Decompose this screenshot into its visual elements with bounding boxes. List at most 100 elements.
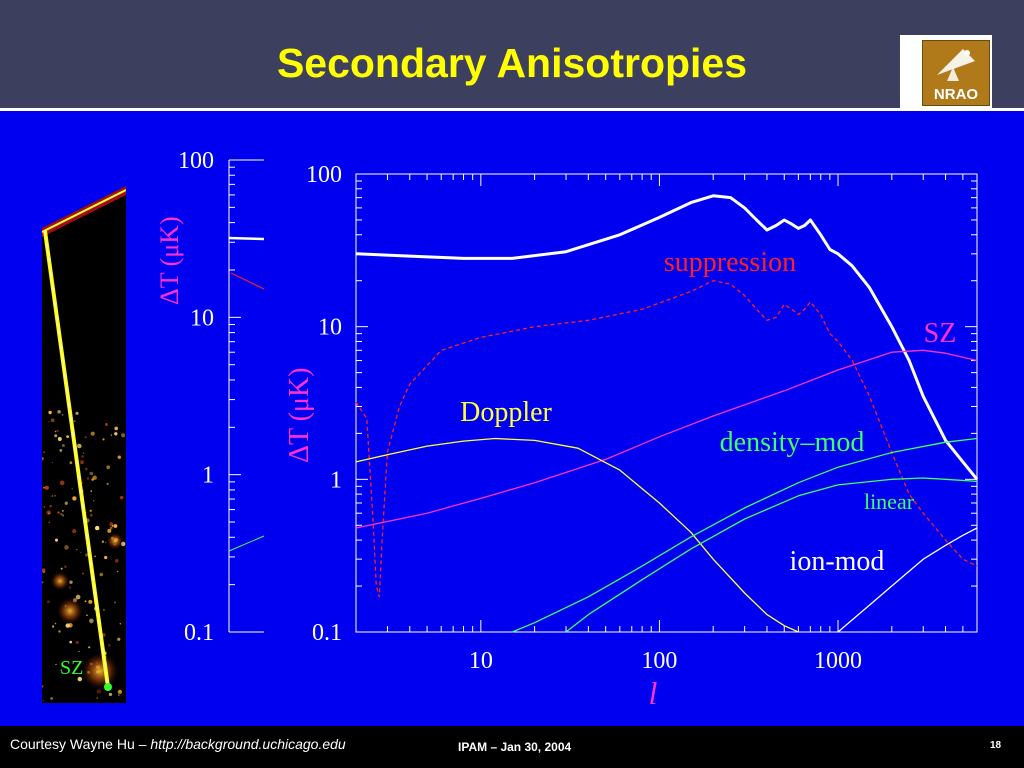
map-speckle — [62, 514, 65, 517]
header-divider — [0, 108, 1024, 111]
map-speckle — [72, 529, 77, 534]
map-speckle — [114, 432, 118, 436]
map-speckle — [89, 513, 93, 517]
map-speckle — [50, 418, 55, 423]
chart-stage: SZ 0.1 1 10 100 ΔT (μK) 10 100 1000 0.1 1 10 100 … — [42, 148, 979, 711]
map-speckle — [89, 618, 94, 624]
background-y-tick-label: 0.1 — [184, 620, 214, 646]
map-speckle — [64, 565, 67, 568]
map-speckle — [51, 461, 54, 464]
background-density-line — [228, 535, 265, 552]
map-speckle — [82, 452, 85, 454]
slide-number: 18 — [990, 740, 1002, 751]
map-speckle — [114, 601, 116, 604]
map-speckle — [117, 455, 122, 459]
map-speckle — [48, 410, 52, 415]
map-speckle — [73, 420, 76, 423]
map-speckle — [102, 633, 106, 637]
simulation-map-icon — [42, 186, 126, 703]
map-speckle — [108, 644, 111, 647]
map-speckle — [120, 495, 124, 500]
map-speckle — [114, 426, 118, 431]
series-line-linear — [565, 477, 978, 633]
y-tick-label: 0.1 — [312, 620, 342, 646]
annotation-linear: linear — [864, 489, 915, 514]
map-speckle — [46, 600, 50, 604]
y-tick-label: 1 — [330, 467, 342, 493]
map-speckle — [99, 572, 104, 577]
map-speckle — [94, 555, 96, 558]
map-speckle — [46, 510, 51, 515]
map-speckle — [119, 623, 122, 625]
map-speckle — [55, 538, 58, 542]
map-speckle — [42, 685, 44, 688]
map-speckle — [69, 640, 72, 644]
map-speckle — [57, 437, 62, 441]
series-line-total — [355, 194, 979, 481]
x-tick-label: 100 — [641, 648, 677, 674]
y-tick-label: 100 — [306, 162, 342, 188]
map-speckle — [104, 555, 108, 560]
nrao-logo: NRAO — [900, 35, 992, 109]
background-suppression-line — [230, 272, 265, 290]
map-speckle — [84, 436, 87, 439]
series-line-suppression — [355, 280, 978, 598]
map-speckle — [88, 599, 93, 604]
map-speckle — [111, 525, 114, 527]
series-line-sz — [355, 349, 978, 529]
map-speckle — [64, 545, 69, 550]
map-speckle — [93, 500, 95, 502]
x-axis-label: l — [649, 675, 658, 711]
courtesy-link[interactable]: http://background.uchicago.edu — [150, 736, 346, 752]
annotation-ion-mod: ion-mod — [790, 546, 885, 577]
background-chart: 0.1 1 10 100 ΔT (μK) — [155, 148, 265, 646]
map-speckle — [75, 640, 79, 645]
map-speckle — [48, 521, 51, 524]
map-speckle — [59, 480, 65, 486]
slide-title: Secondary Anisotropies — [276, 40, 748, 86]
background-total-line — [228, 236, 265, 241]
map-speckle — [54, 434, 58, 438]
map-speckle — [85, 467, 88, 471]
main-chart: 10 100 1000 0.1 1 10 100 ΔT (μK) l suppression… — [284, 162, 979, 711]
map-speckle — [81, 455, 84, 458]
map-speckle — [77, 676, 83, 682]
map-speckle — [64, 501, 69, 505]
map-cluster — [50, 571, 70, 591]
simulation-map-image: SZ — [42, 186, 126, 703]
map-speckle — [117, 637, 121, 641]
map-speckle — [60, 567, 63, 570]
map-cluster — [80, 651, 120, 691]
map-speckle — [60, 669, 63, 671]
map-speckle — [96, 697, 99, 700]
map-speckle — [69, 461, 73, 465]
map-speckle — [43, 486, 45, 489]
map-speckle — [108, 692, 113, 697]
map-speckle — [66, 435, 69, 438]
map-speckle — [81, 482, 84, 484]
map-speckle — [95, 525, 100, 531]
map-speckle — [77, 443, 82, 449]
y-tick-label: 10 — [318, 315, 342, 341]
map-speckle — [113, 524, 118, 528]
map-speckle — [60, 513, 63, 516]
map-speckle — [75, 594, 81, 600]
annotation-sz: SZ — [924, 318, 957, 349]
slide-header: Secondary Anisotropies NRAO — [0, 0, 1024, 109]
map-speckle — [76, 549, 78, 551]
map-speckle — [50, 697, 53, 700]
courtesy-text: Courtesy Wayne Hu – http://background.uc… — [10, 736, 346, 752]
background-y-tick-label: 100 — [178, 148, 214, 174]
map-speckle — [61, 414, 64, 416]
map-speckle — [86, 614, 88, 617]
map-speckle — [106, 465, 111, 470]
map-speckle — [54, 494, 56, 497]
map-speckle — [102, 438, 105, 441]
map-speckle — [110, 434, 113, 436]
map-speckle — [107, 528, 112, 533]
map-speckle — [89, 509, 92, 512]
map-speckle — [82, 572, 84, 575]
map-speckle — [109, 526, 113, 530]
x-tick-label: 10 — [469, 648, 493, 674]
left-image-label: SZ — [60, 657, 83, 679]
